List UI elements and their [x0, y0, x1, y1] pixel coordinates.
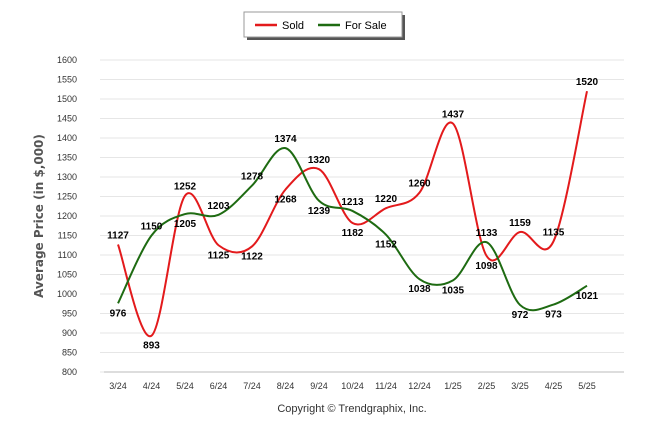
y-tick-label: 1400 — [57, 133, 77, 143]
data-label-for-sale: 1035 — [442, 285, 465, 296]
data-label-sold: 1135 — [543, 227, 565, 238]
x-tick-label: 8/24 — [277, 381, 295, 391]
data-label-for-sale: 1205 — [174, 219, 197, 230]
data-label-for-sale: 1203 — [207, 201, 230, 212]
data-label-for-sale: 972 — [512, 310, 529, 321]
data-labels: 1127 893 1252 1125 1122 1268 1320 1182 1220 1260 1… — [107, 77, 598, 352]
data-label-for-sale: 1150 — [141, 222, 163, 233]
data-label-for-sale: 1278 — [241, 172, 264, 183]
y-tick-label: 850 — [62, 348, 77, 358]
x-tick-label: 5/25 — [578, 381, 596, 391]
x-tick-label: 3/24 — [109, 381, 127, 391]
x-tick-label: 1/25 — [444, 381, 462, 391]
x-tick-label: 3/25 — [511, 381, 529, 391]
x-tick-label: 11/24 — [375, 381, 397, 391]
data-label-sold: 1260 — [408, 179, 431, 190]
x-tick-label: 10/24 — [341, 381, 364, 391]
data-label-sold: 1122 — [241, 251, 263, 262]
grid-lines — [100, 59, 624, 373]
data-label-for-sale: 1374 — [274, 134, 297, 145]
legend-label-for-sale: For Sale — [345, 20, 387, 32]
data-label-for-sale: 1038 — [408, 284, 431, 295]
legend-label-sold: Sold — [282, 20, 304, 32]
data-label-sold: 1520 — [576, 77, 599, 88]
data-label-sold: 1268 — [274, 194, 297, 205]
y-tick-label: 1550 — [57, 75, 77, 85]
copyright-text: Copyright © Trendgraphix, Inc. — [277, 403, 426, 415]
y-tick-label: 1350 — [57, 153, 77, 163]
y-tick-label: 1450 — [57, 114, 77, 124]
x-tick-labels: 3/24 4/24 5/24 6/24 7/24 8/24 9/24 10/24 11/24 12… — [109, 381, 596, 391]
legend: Sold For Sale — [243, 11, 405, 40]
data-label-sold: 1125 — [208, 250, 230, 261]
y-tick-label: 1500 — [57, 94, 77, 104]
data-label-for-sale: 973 — [545, 310, 562, 321]
y-tick-label: 1250 — [57, 192, 77, 202]
y-tick-label: 800 — [62, 367, 77, 377]
y-tick-label: 1200 — [57, 211, 77, 221]
x-tick-label: 9/24 — [310, 381, 328, 391]
data-label-sold: 1098 — [475, 261, 498, 272]
x-tick-label: 6/24 — [210, 381, 228, 391]
data-label-sold: 1182 — [342, 228, 364, 239]
series-lines — [117, 90, 588, 337]
data-label-for-sale: 1239 — [308, 206, 331, 217]
x-tick-label: 4/24 — [143, 381, 161, 391]
x-tick-label: 5/24 — [176, 381, 194, 391]
data-label-sold: 1220 — [375, 194, 398, 205]
data-label-sold: 1437 — [442, 110, 465, 121]
data-label-sold: 893 — [143, 341, 160, 352]
y-tick-label: 950 — [62, 309, 77, 319]
x-tick-label: 2/25 — [478, 381, 496, 391]
x-tick-label: 7/24 — [243, 381, 261, 391]
y-tick-label: 1000 — [57, 289, 77, 299]
y-tick-label: 1100 — [58, 250, 77, 260]
y-axis-label: Average Price (in $,000) — [32, 134, 46, 298]
y-tick-label: 1050 — [57, 270, 77, 280]
y-tick-label: 900 — [62, 328, 77, 338]
y-tick-label: 1150 — [58, 231, 77, 241]
data-label-for-sale: 1213 — [341, 197, 364, 208]
y-tick-label: 1300 — [57, 172, 77, 182]
data-label-for-sale: 1133 — [476, 228, 498, 239]
data-label-for-sale: 1152 — [375, 240, 397, 251]
data-label-for-sale: 1021 — [576, 291, 599, 302]
series-line-sold — [117, 90, 588, 337]
x-tick-label: 4/25 — [545, 381, 563, 391]
data-label-sold: 1127 — [107, 230, 129, 241]
data-label-sold: 1320 — [308, 155, 331, 166]
y-tick-label: 1600 — [57, 55, 77, 65]
data-label-sold: 1252 — [174, 182, 197, 193]
data-label-for-sale: 976 — [110, 308, 127, 319]
series-line-for-sale — [117, 147, 588, 312]
x-tick-label: 12/24 — [408, 381, 431, 391]
y-tick-labels: 800 850 900 950 1000 1050 1100 1150 1200 1250 1300… — [57, 55, 77, 377]
data-label-sold: 1159 — [509, 218, 531, 229]
